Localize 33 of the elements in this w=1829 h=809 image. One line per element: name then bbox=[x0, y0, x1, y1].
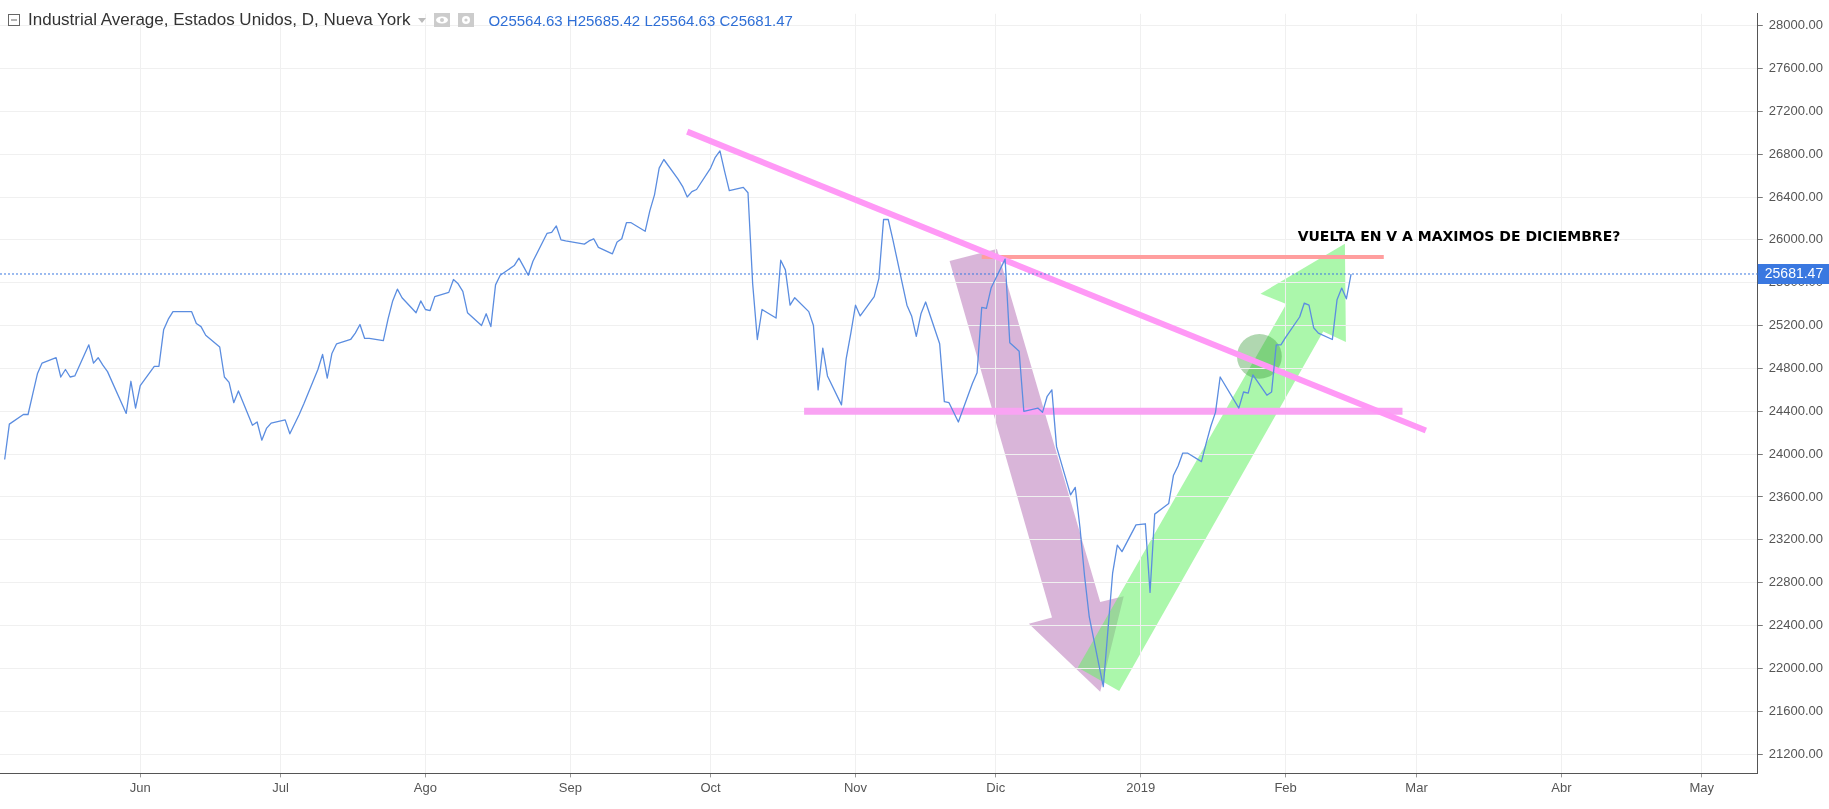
x-tick-label: Oct bbox=[700, 779, 722, 795]
x-tick-label: Ago bbox=[413, 779, 437, 795]
y-tick-label: 21600.00 bbox=[1768, 702, 1824, 718]
x-tick-label: Abr bbox=[1551, 779, 1573, 795]
x-tick-label: May bbox=[1689, 779, 1715, 795]
x-tick-label: Sep bbox=[558, 779, 582, 795]
annotation: VUELTA EN V A MAXIMOS DE DICIEMBRE? bbox=[1297, 227, 1621, 244]
y-tick-label: 28000.00 bbox=[1768, 17, 1824, 33]
y-tick-label: 21200.00 bbox=[1768, 745, 1824, 761]
x-tick-label: Jul bbox=[272, 779, 289, 795]
y-tick-label: 26400.00 bbox=[1768, 188, 1824, 204]
x-tick-label: Jun bbox=[129, 779, 151, 795]
y-tick-label: 25200.00 bbox=[1768, 317, 1824, 333]
x-tick-label: Feb bbox=[1274, 779, 1297, 795]
x-tick-label: 2019 bbox=[1126, 779, 1156, 795]
y-tick-label: 22800.00 bbox=[1768, 574, 1824, 590]
ref-line-label: 25681.47 bbox=[1764, 264, 1824, 281]
y-tick-label: 24000.00 bbox=[1768, 445, 1824, 461]
x-tick-label: Mar bbox=[1405, 779, 1429, 795]
y-tick-label: 26000.00 bbox=[1768, 231, 1824, 247]
y-tick-label: 23200.00 bbox=[1768, 531, 1824, 547]
x-tick-label: Nov bbox=[843, 779, 868, 795]
y-tick-label: 24800.00 bbox=[1768, 360, 1824, 375]
y-tick-label: 22400.00 bbox=[1768, 617, 1824, 633]
y-tick-label: 27600.00 bbox=[1768, 60, 1824, 76]
chart-title: Industrial Average, Estados Unidos, D, Nueva York bbox=[28, 10, 411, 30]
y-tick-label: 23600.00 bbox=[1768, 488, 1824, 504]
y-tick-label: 22000.00 bbox=[1768, 659, 1824, 675]
y-tick-label: 27200.00 bbox=[1768, 102, 1824, 118]
y-tick-label: 24400.00 bbox=[1768, 402, 1824, 418]
y-tick-label: 26800.00 bbox=[1768, 145, 1824, 161]
chart-subtitle: O25564.63 H25685.42 L25564.63 C25681.47 bbox=[488, 11, 793, 29]
x-tick-label: Dic bbox=[986, 779, 1006, 795]
